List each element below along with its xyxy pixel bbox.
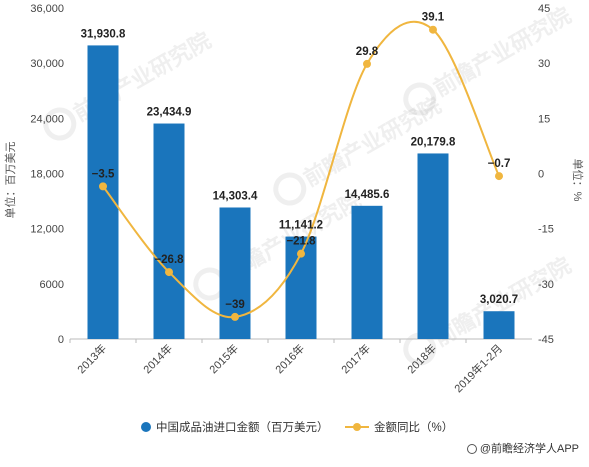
line-data-labels: −3.5 −26.8 −39 −21.8 29.8 39.1 −0.7: [92, 12, 511, 311]
y-axis-left-ticks: 0 6000 12,000 18,000 24,000 30,000 36,000: [30, 3, 64, 346]
legend-line-marker-dot: [353, 423, 361, 431]
source-footer: @前瞻经济学人APP: [466, 440, 579, 456]
y-right-tick-label: -15: [538, 224, 554, 236]
line-value-label: −0.7: [488, 158, 511, 170]
bar-value-label: 14,303.4: [213, 190, 258, 202]
line-point: [165, 268, 173, 277]
legend-bar-marker: [141, 422, 151, 432]
y-left-tick-label: 30,000: [30, 58, 64, 70]
bar: [351, 205, 383, 339]
legend-bar-label: 中国成品油进口金额（百万美元）: [156, 420, 329, 434]
watermark-text: 前瞻产业研究院: [429, 3, 575, 102]
line-value-label: −3.5: [92, 168, 115, 180]
y-left-tick-label: 6000: [40, 279, 64, 291]
y-left-tick-label: 24,000: [30, 113, 64, 125]
y-axis-right-ticks: -45 -30 -15 0 15 30 45: [538, 3, 554, 346]
y-left-tick-label: 0: [58, 334, 64, 346]
x-tick-label: 2019年1-2月: [451, 341, 505, 395]
line-value-label: −21.8: [286, 236, 316, 248]
line-series: [99, 20, 503, 321]
bar-value-label: 31,930.8: [81, 28, 126, 40]
line-value-label: 39.1: [422, 12, 445, 24]
line-point: [429, 25, 437, 34]
bar-value-label: 3,020.7: [480, 294, 518, 306]
bar: [153, 123, 185, 339]
footer-text: @前瞻经济学人APP: [479, 443, 579, 455]
x-tick-label: 2013年: [74, 341, 109, 376]
y-right-tick-label: 45: [538, 3, 550, 15]
bar: [87, 45, 119, 339]
watermark: 前瞻产业研究院: [193, 188, 365, 301]
line-point: [231, 312, 239, 321]
bar: [417, 153, 449, 339]
watermark-logo-circle: [273, 172, 307, 206]
y-left-tick-label: 18,000: [30, 169, 64, 181]
line-point: [99, 182, 107, 191]
x-tick-label: 2015年: [206, 341, 241, 376]
y-left-tick-label: 12,000: [30, 224, 64, 236]
line-value-label: −39: [225, 299, 245, 311]
bar: [483, 311, 515, 339]
watermark-logo-circle: [43, 107, 77, 141]
line-point: [363, 59, 371, 68]
line-value-label: −26.8: [154, 254, 184, 266]
watermark-logo-circle: [403, 82, 437, 116]
bar-value-label: 23,434.9: [147, 107, 192, 119]
x-tick-label: 2014年: [140, 341, 175, 376]
y-right-tick-label: -30: [538, 279, 554, 291]
line-value-label: 29.8: [356, 46, 379, 58]
y-right-tick-label: 30: [538, 58, 550, 70]
legend-line-label: 金额同比（%）: [374, 420, 453, 434]
brand-icon: [466, 444, 477, 454]
x-tick-label: 2016年: [272, 341, 307, 376]
y-left-tick-label: 36,000: [30, 3, 64, 15]
y-right-tick-label: 0: [538, 169, 544, 181]
watermark: 前瞻产业研究院: [43, 28, 215, 141]
y-right-tick-label: 15: [538, 113, 550, 125]
line-point: [297, 249, 305, 258]
y-axis-right-title: 单位：%: [571, 159, 585, 202]
bar-value-label: 20,179.8: [411, 136, 456, 148]
watermark-logo-circle: [403, 332, 437, 366]
bar-value-label: 14,485.6: [345, 189, 390, 201]
line-point: [495, 172, 503, 181]
y-right-tick-label: -45: [538, 334, 554, 346]
bar-data-labels: 31,930.8 23,434.9 14,303.4 11,141.2 14,485.6…: [81, 28, 519, 306]
bar-value-label: 11,141.2: [279, 220, 323, 232]
x-tick-label: 2017年: [338, 341, 373, 376]
legend: 中国成品油进口金额（百万美元） 金额同比（%）: [141, 420, 453, 434]
y-axis-left-title: 单位：百万美元: [3, 142, 17, 219]
